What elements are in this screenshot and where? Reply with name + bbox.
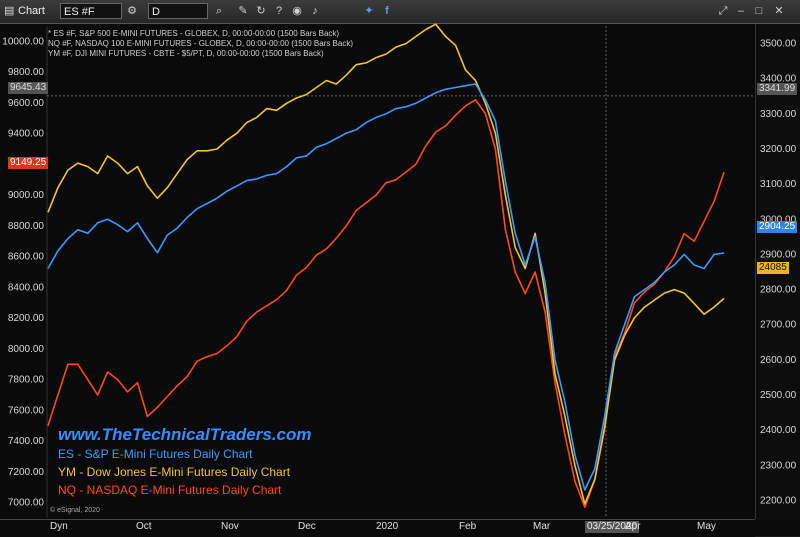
left-tick-label: 9400.00 <box>8 129 45 140</box>
right-tick-label: 3400.00 <box>760 74 797 85</box>
left-tick-label: 8600.00 <box>8 252 45 263</box>
left-tick-label: 9000.00 <box>8 190 45 201</box>
right-ym-tag: 24085 <box>757 262 789 274</box>
plot-area[interactable] <box>0 24 755 519</box>
sound-icon[interactable]: ♪ <box>312 5 318 17</box>
left-tick-label: 7200.00 <box>8 467 45 478</box>
question-icon[interactable]: ? <box>275 5 283 17</box>
camera-icon[interactable]: ◉ <box>292 5 302 17</box>
legend-nq: NQ - NASDAQ E-Mini Futures Daily Chart <box>58 483 282 497</box>
left-tick-label: 8400.00 <box>8 282 45 293</box>
x-tick-mar: Mar <box>533 521 551 532</box>
right-tick-label: 2800.00 <box>760 285 797 296</box>
left-tick-label: 10000.00 <box>2 36 44 47</box>
right-tick-label: 2700.00 <box>760 320 797 331</box>
left-tick-label: 9600.00 <box>8 98 45 109</box>
left-tick-label: 7000.00 <box>8 498 45 509</box>
legend-es: ES - S&P E-Mini Futures Daily Chart <box>58 447 253 461</box>
left-tick-label: 7400.00 <box>8 436 45 447</box>
close-icon[interactable]: ✕ <box>774 5 784 17</box>
x-tick-apr: Apr <box>625 521 641 532</box>
fullscreen-icon[interactable]: ⤢ <box>718 5 728 17</box>
right-tick-label: 2300.00 <box>760 460 797 471</box>
right-tick-label: 3200.00 <box>760 144 797 155</box>
x-tick-dec: Dec <box>298 521 316 532</box>
copyright: © eSignal, 2020 <box>50 507 100 514</box>
symbol-input[interactable]: ES #F <box>60 3 122 19</box>
right-tick-label: 2600.00 <box>760 355 797 366</box>
watermark: www.TheTechnicalTraders.com <box>58 425 312 444</box>
chart-icon: ▤ <box>4 5 15 17</box>
minimize-icon[interactable]: – <box>737 5 745 17</box>
header-line-nq: NQ #F, NASDAQ 100 E-MINI FUTURES - GLOBE… <box>48 39 353 48</box>
left-tick-label: 9800.00 <box>8 67 45 78</box>
left-ref-tag: 9645.43 <box>8 82 49 94</box>
refresh-icon[interactable]: ↻ <box>256 5 266 17</box>
left-tick-label: 8200.00 <box>8 313 45 324</box>
right-tick-label: 3000.00 <box>760 214 797 225</box>
gear-icon[interactable]: ⚙ <box>127 5 137 17</box>
x-tick-nov: Nov <box>221 521 239 532</box>
right-ref-tag: 3341.99 <box>757 83 798 95</box>
interval-select[interactable]: D <box>148 3 208 19</box>
right-tick-label: 3100.00 <box>760 179 797 190</box>
header-line-ym: YM #F, DJI MINI FUTURES - CBTE - $5/PT, … <box>48 49 324 58</box>
series-line-ym <box>47 23 725 505</box>
x-tick-dyn[interactable]: Dyn <box>50 521 68 532</box>
x-tick-2020: 2020 <box>376 521 399 532</box>
x-tick-may: May <box>697 521 716 532</box>
series-line-es <box>47 83 725 491</box>
time-axis[interactable] <box>0 519 755 537</box>
facebook-icon[interactable]: f <box>385 5 389 17</box>
x-tick-oct: Oct <box>136 521 152 532</box>
crosshair-date-tag: 03/25/2020 <box>585 521 640 533</box>
twitter-icon[interactable]: ✦ <box>364 5 374 17</box>
pencil-icon[interactable]: ✎ <box>238 5 248 17</box>
legend-ym: YM - Dow Jones E-Mini Futures Daily Char… <box>58 465 291 479</box>
right-tick-label: 2200.00 <box>760 495 797 506</box>
right-es-tag: 2904.25 <box>757 221 798 233</box>
left-current-tag: 9149.25 <box>8 157 49 169</box>
maximize-icon[interactable]: □ <box>755 5 763 17</box>
left-tick-label: 7600.00 <box>8 405 45 416</box>
right-tick-label: 2900.00 <box>760 249 797 260</box>
right-tick-label: 2400.00 <box>760 425 797 436</box>
right-tick-label: 2500.00 <box>760 390 797 401</box>
right-tick-label: 3500.00 <box>760 39 797 50</box>
search-icon[interactable]: ⌕ <box>215 5 223 17</box>
left-tick-label: 7800.00 <box>8 375 45 386</box>
left-tick-label: 8800.00 <box>8 221 45 232</box>
right-tick-label: 3300.00 <box>760 109 797 120</box>
x-tick-feb: Feb <box>459 521 477 532</box>
header-line-es: * ES #F, S&P 500 E-MINI FUTURES - GLOBEX… <box>48 29 340 38</box>
app-label: Chart <box>18 5 45 17</box>
toolbar: ▤ Chart ES #F ⚙ D ⌕ ✎ ↻ ? ◉ ♪ ✦ f ⤢ – □ … <box>0 0 800 24</box>
left-tick-label: 8000.00 <box>8 344 45 355</box>
